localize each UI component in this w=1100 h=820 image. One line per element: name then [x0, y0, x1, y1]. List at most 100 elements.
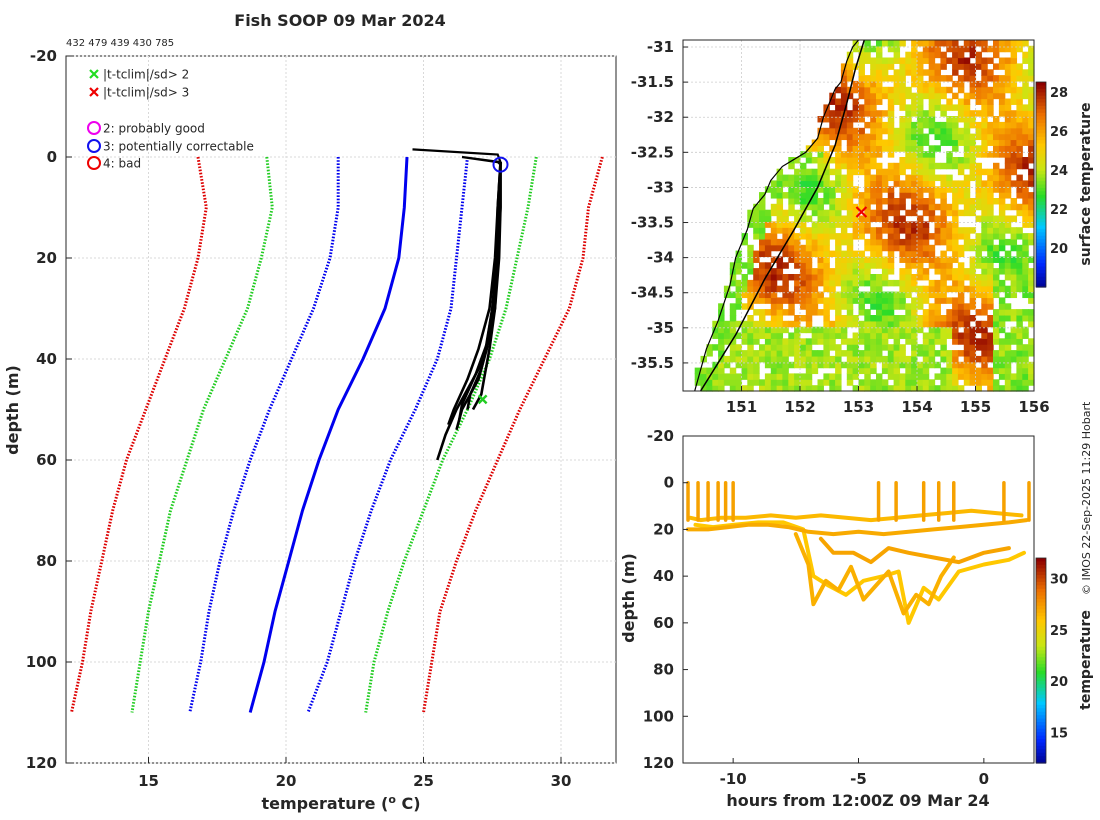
sst-cell [718, 303, 725, 310]
sst-cell [917, 285, 924, 293]
sst-cell [981, 209, 988, 217]
sst-cell [1022, 344, 1029, 351]
sst-cell [829, 203, 836, 211]
sst-cell [846, 145, 854, 152]
sst-cell [911, 168, 918, 176]
sst-cell [987, 92, 994, 100]
sst-cell [794, 385, 801, 392]
sst-cell [905, 256, 912, 263]
sst-cell [963, 145, 971, 152]
sst-ytick-label: -31.5 [631, 73, 674, 91]
sst-cell [876, 279, 883, 287]
sst-cell [952, 274, 959, 281]
sst-cell [934, 279, 941, 287]
sst-cell [905, 361, 912, 369]
sst-cell [940, 344, 947, 351]
sst-cell [870, 344, 877, 351]
sst-cell [969, 355, 977, 363]
sst-cell [940, 209, 947, 217]
sst-cell [1016, 256, 1023, 263]
sst-colorbar-segment [1036, 246, 1046, 251]
sst-cell [805, 274, 813, 281]
clim-line-climatology-mean [248, 156, 409, 713]
surface-trace-line [412, 148, 503, 166]
sst-cell [852, 45, 860, 53]
sst-colorbar-segment [1036, 150, 1046, 155]
sst-cell [946, 315, 953, 322]
sst-cell [782, 227, 789, 234]
sst-cell [864, 309, 871, 316]
sst-cell [1010, 215, 1018, 222]
sst-cell [899, 133, 906, 141]
sst-cell [764, 268, 772, 275]
sst-cell [1028, 367, 1035, 375]
sst-cell [759, 250, 766, 258]
sst-cell [1022, 355, 1029, 363]
sst-cell [946, 297, 953, 304]
climatology-lines [70, 156, 604, 714]
profile-ytick-label: 80 [36, 552, 57, 570]
sst-cell [1010, 227, 1018, 234]
sst-cell [940, 373, 947, 380]
sst-cell [800, 198, 807, 205]
sst-cell [969, 326, 977, 334]
sst-cell [1022, 104, 1029, 111]
sst-cell [905, 139, 912, 146]
sst-cell [887, 250, 895, 258]
sst-cell [957, 157, 965, 164]
sst-cell [1004, 180, 1012, 187]
sst-cell [887, 256, 895, 263]
sst-cell [887, 45, 895, 53]
sst-cell [893, 367, 901, 375]
sst-cell [1010, 69, 1018, 76]
sst-cell [770, 332, 778, 339]
sst-cell [911, 180, 918, 187]
sst-cell [940, 203, 947, 211]
sst-cell [952, 233, 959, 240]
sst-cell [840, 162, 848, 170]
sst-cell [1004, 80, 1012, 88]
sst-cell [934, 256, 941, 263]
sst-cell [940, 250, 947, 258]
sst-cell [1028, 69, 1035, 76]
sst-cell [829, 233, 836, 240]
sst-cell [788, 180, 795, 187]
sst-cell [1004, 285, 1012, 293]
sst-cell [969, 238, 977, 246]
sst-cell [852, 315, 860, 322]
sst-cell [981, 233, 988, 240]
sst-cell [1028, 256, 1035, 263]
sst-cell [788, 256, 795, 263]
sst-cell [969, 168, 977, 176]
sst-cell [946, 320, 953, 328]
sst-cell [846, 355, 854, 363]
sst-cell [975, 110, 982, 117]
sst-cell [911, 133, 918, 141]
sst-cell [905, 133, 912, 141]
sst-cell [946, 86, 953, 94]
sst-cell [776, 180, 784, 187]
sst-cell [876, 133, 883, 141]
sst-cell [782, 192, 789, 199]
sst-cell [741, 367, 748, 375]
sst-cell [764, 233, 772, 240]
sst-cell [922, 40, 930, 47]
sst-cell [788, 221, 795, 228]
sst-cell [876, 274, 883, 281]
sst-cell [952, 92, 959, 100]
temp-colorbar-segment [1036, 663, 1046, 668]
sst-cell [917, 110, 924, 117]
clim-line--2-sd [364, 156, 538, 713]
sst-cell [864, 350, 871, 357]
sst-cell [981, 379, 988, 386]
sst-cell [899, 40, 906, 47]
sst-cell [776, 315, 784, 322]
sst-cell [858, 262, 865, 269]
sst-cell [993, 198, 1000, 205]
sst-cell [858, 367, 865, 375]
sst-cell [917, 192, 924, 199]
sst-cell [753, 332, 760, 339]
sst-cell [911, 344, 918, 351]
sst-cell [1010, 315, 1018, 322]
